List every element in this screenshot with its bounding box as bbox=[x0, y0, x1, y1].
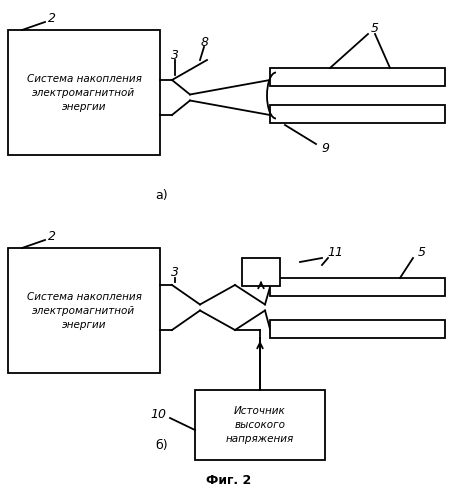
Bar bbox=[270, 68, 445, 86]
Bar bbox=[8, 248, 160, 373]
Text: а): а) bbox=[156, 189, 168, 202]
Text: Система накопления
электромагнитной
энергии: Система накопления электромагнитной энер… bbox=[27, 73, 141, 111]
Text: 2: 2 bbox=[48, 11, 56, 24]
Text: 8: 8 bbox=[201, 35, 209, 48]
Text: Источник
высокого
напряжения: Источник высокого напряжения bbox=[226, 406, 294, 444]
Bar bbox=[8, 30, 160, 155]
Bar bbox=[270, 278, 445, 296]
Bar bbox=[270, 105, 445, 123]
Text: 5: 5 bbox=[418, 246, 426, 258]
Text: 5: 5 bbox=[371, 21, 379, 34]
Text: 10: 10 bbox=[150, 409, 166, 422]
Text: 3: 3 bbox=[171, 48, 179, 61]
Text: 2: 2 bbox=[48, 230, 56, 243]
Text: 3: 3 bbox=[171, 266, 179, 279]
Bar bbox=[270, 320, 445, 338]
Bar bbox=[242, 258, 280, 286]
Text: 9: 9 bbox=[321, 142, 329, 155]
Bar bbox=[195, 390, 325, 460]
Text: Фиг. 2: Фиг. 2 bbox=[207, 474, 252, 487]
Text: 11: 11 bbox=[327, 247, 343, 259]
Text: б): б) bbox=[156, 439, 168, 452]
Text: Система накопления
электромагнитной
энергии: Система накопления электромагнитной энер… bbox=[27, 291, 141, 329]
